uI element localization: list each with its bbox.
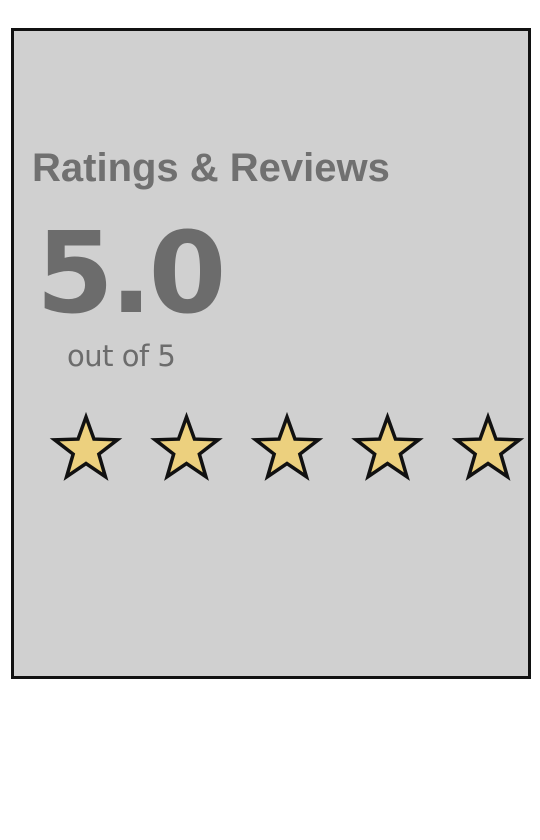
ratings-title: Ratings & Reviews [32, 146, 390, 190]
star-icon [150, 411, 223, 481]
star-icon [451, 411, 525, 481]
star-icon [351, 411, 424, 481]
star-icon [250, 411, 324, 481]
star-rating [49, 411, 525, 481]
star-icon [49, 411, 123, 481]
average-rating-score: 5.0 [36, 209, 226, 339]
ratings-panel: Ratings & Reviews 5.0 out of 5 [11, 28, 531, 679]
rating-scale-label: out of 5 [67, 339, 176, 373]
